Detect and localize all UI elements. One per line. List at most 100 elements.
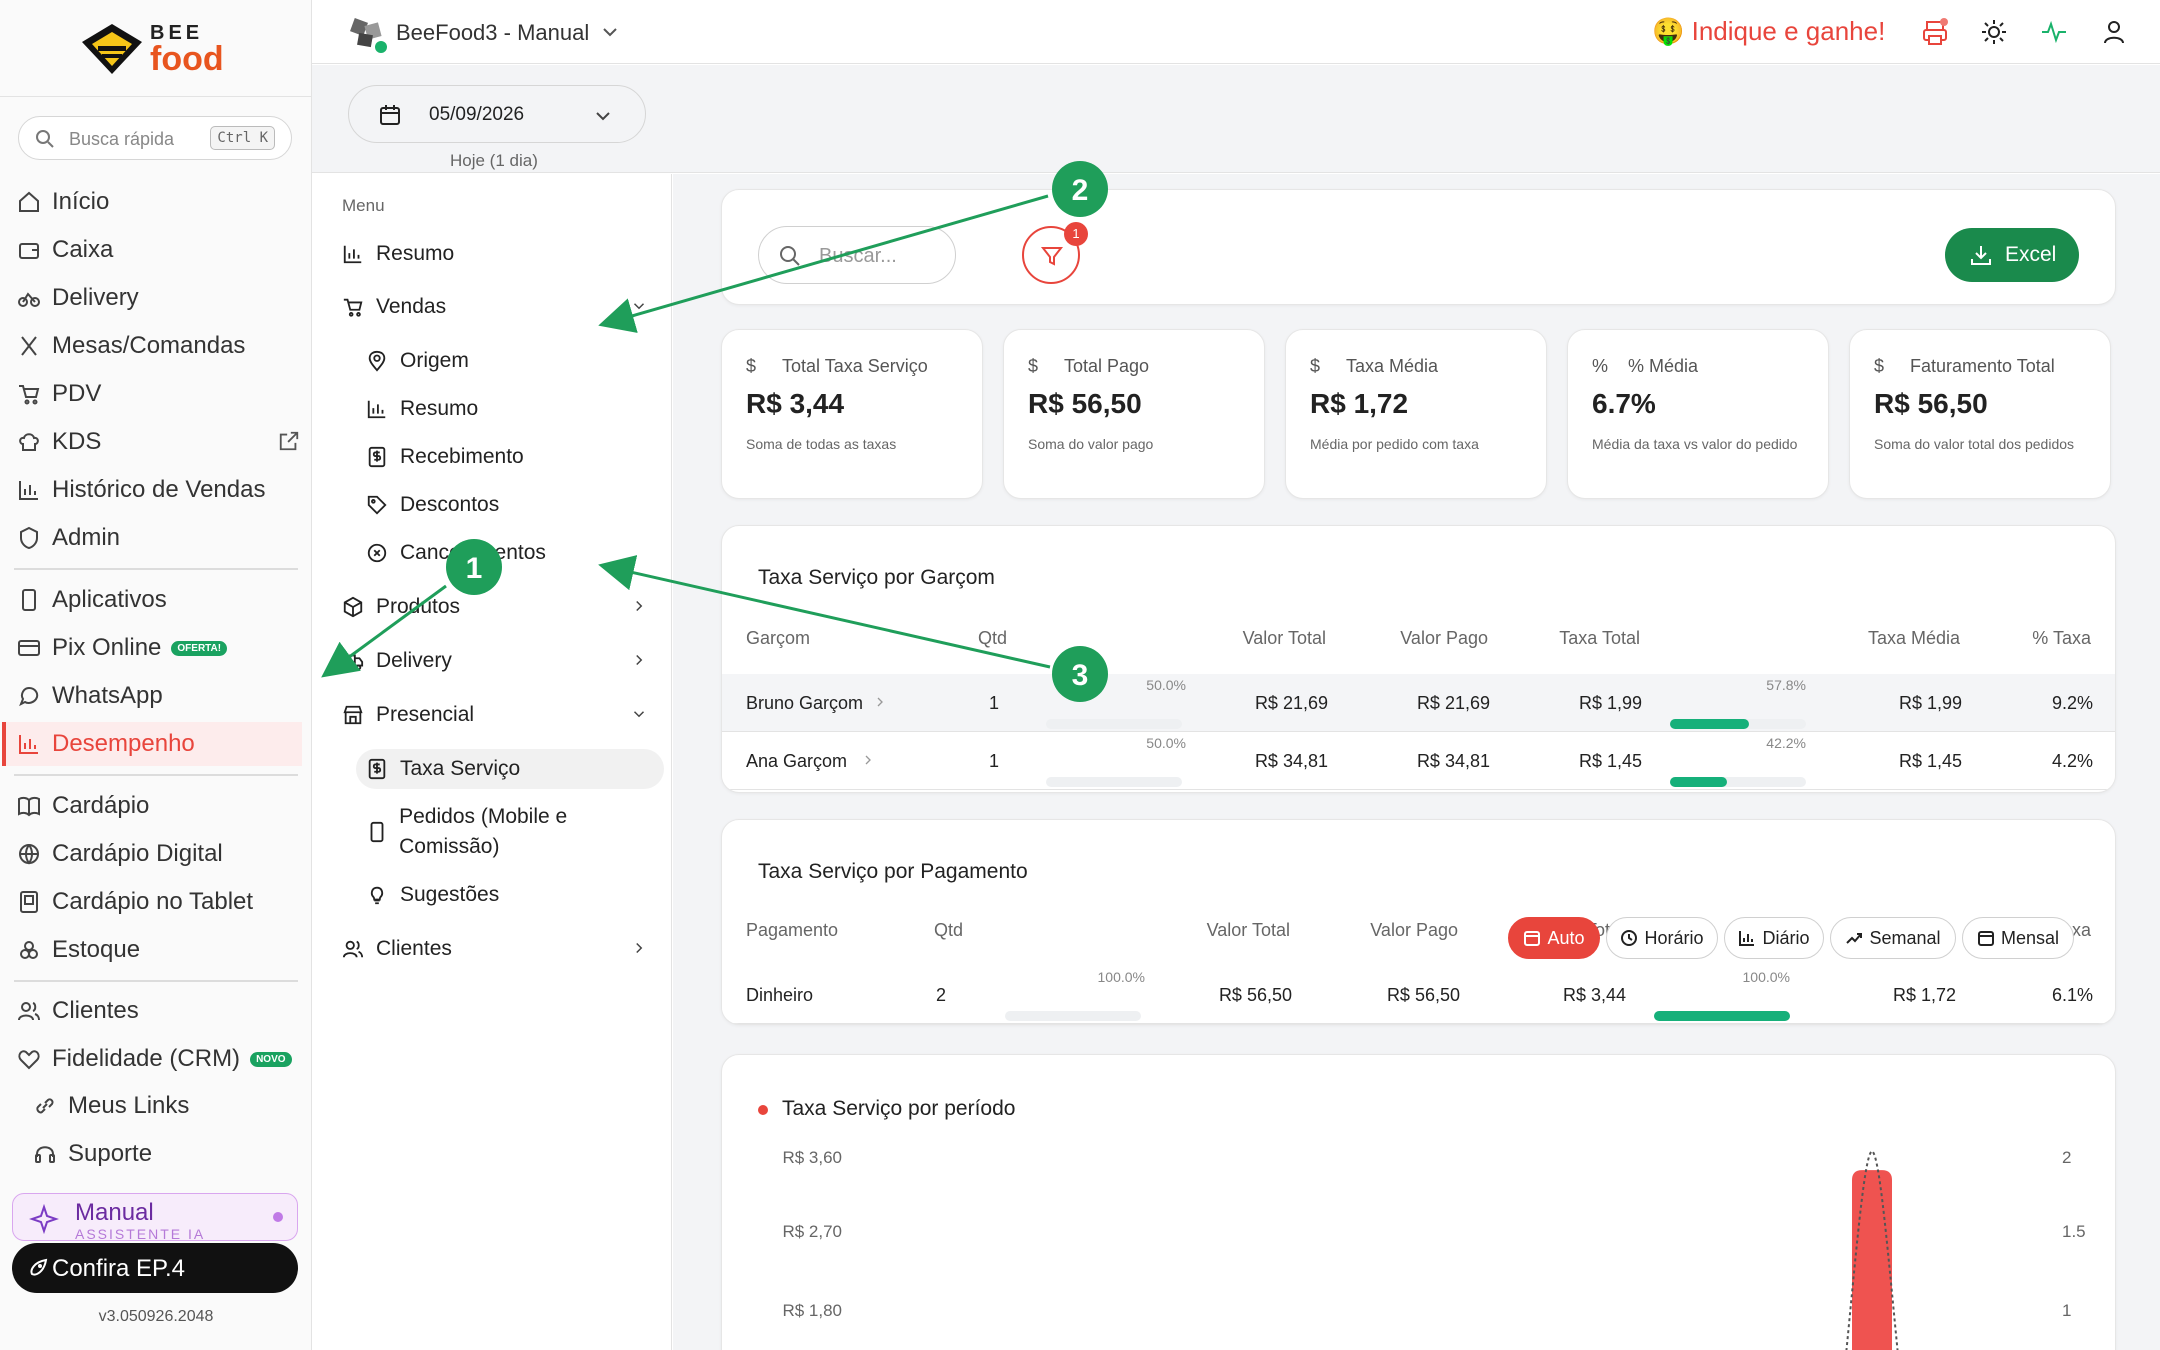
tablet-icon — [20, 891, 38, 913]
referral-link[interactable]: 🤑 Indique e ganhe! — [1652, 16, 1886, 46]
sidebar-item-delivery[interactable]: Delivery — [6, 276, 306, 320]
mode-semanal-button[interactable]: Semanal — [1830, 917, 1956, 959]
sidebar-item-label: Fidelidade (CRM) — [52, 1045, 241, 1072]
theme-toggle[interactable] — [1980, 18, 2008, 46]
column-header[interactable]: Qtd — [978, 628, 1008, 648]
column-header[interactable]: Valor Total — [1206, 920, 1290, 940]
menu-item-vendas[interactable]: Vendas — [340, 287, 660, 327]
menu-item-label: Presencial — [376, 703, 475, 726]
column-header[interactable]: Taxa Média — [1867, 628, 1960, 648]
sidebar-item-estoque[interactable]: Estoque — [6, 928, 306, 972]
table-search-input[interactable]: Buscar... — [758, 226, 956, 284]
chevron-right-icon — [636, 654, 643, 666]
sidebar-item-cardapio[interactable]: Cardápio — [6, 784, 306, 828]
sidebar-item-pdv[interactable]: PDV — [6, 372, 306, 416]
sidebar-item-pix-online[interactable]: Pix Online OFERTA! — [6, 626, 306, 670]
printer-button[interactable] — [1920, 18, 1950, 48]
beefood-logo[interactable]: BEE food — [80, 18, 240, 80]
sidebar-item-label: Estoque — [52, 936, 141, 963]
column-header[interactable]: Garçom — [746, 628, 811, 648]
fee-share-label: 57.8% — [1766, 677, 1806, 693]
y-axis-right-tick: 1.5 — [2062, 1222, 2086, 1241]
date-picker[interactable]: 05/09/2026 — [348, 85, 646, 143]
menu-item-taxa-servico[interactable]: Taxa Serviço — [356, 749, 664, 789]
sidebar-item-aplicativos[interactable]: Aplicativos — [6, 578, 306, 622]
store-avatar[interactable] — [348, 14, 388, 54]
export-excel-button[interactable]: Excel — [1945, 228, 2079, 282]
menu-item-label: Vendas — [376, 295, 447, 318]
sidebar-item-historico-de-vendas[interactable]: Histórico de Vendas — [6, 468, 306, 512]
search-icon — [780, 246, 800, 266]
bar-chart-icon — [19, 735, 38, 754]
menu-item-recebimento[interactable]: Recebimento — [364, 437, 664, 477]
episode-button[interactable]: Confira EP.4 — [12, 1243, 298, 1293]
sidebar-item-suporte[interactable]: Suporte — [22, 1132, 322, 1176]
menu-item-pedidos-mobile-e-comissao[interactable]: Pedidos (Mobile e Comissão) — [364, 802, 664, 862]
store-name[interactable]: BeeFood3 - Manual — [396, 20, 590, 45]
sidebar-item-meus-links[interactable]: Meus Links — [22, 1084, 322, 1128]
sidebar-item-kds[interactable]: KDS — [6, 420, 306, 464]
stat-card-taxa-media: $ Taxa Média R$ 1,72 Média por pedido co… — [1285, 329, 1547, 499]
menu-item-delivery[interactable]: Delivery — [340, 641, 660, 681]
qtd-share-label: 50.0% — [1146, 735, 1186, 751]
search-placeholder: Busca rápida — [69, 129, 175, 149]
column-header[interactable]: Pagamento — [746, 920, 839, 940]
sidebar-item-label: Desempenho — [52, 730, 195, 757]
stat-card-total-taxa-servico: $ Total Taxa Serviço R$ 3,44 Soma de tod… — [721, 329, 983, 499]
menu-item-cancelamentos[interactable]: Cancelamentos — [364, 533, 664, 573]
mode-horario-button[interactable]: Horário — [1606, 917, 1718, 959]
period-bar[interactable] — [1852, 1170, 1892, 1350]
sidebar-item-mesas-comandas[interactable]: Mesas/Comandas — [6, 324, 306, 368]
manual-ai-assistant[interactable]: Manual ASSISTENTE IA — [12, 1193, 298, 1242]
menu-item-descontos[interactable]: Descontos — [364, 485, 664, 525]
menu-item-resumo[interactable]: Resumo — [340, 234, 660, 274]
column-header[interactable]: Taxa Total — [1559, 628, 1640, 648]
filter-button[interactable]: 1 — [1022, 222, 1088, 284]
phone-icon — [22, 589, 36, 611]
mode-auto-button[interactable]: Auto — [1508, 917, 1600, 959]
quick-search-input[interactable]: Busca rápida Ctrl K — [18, 116, 292, 160]
stat-card-faturamento-total: $ Faturamento Total R$ 56,50 Soma do val… — [1849, 329, 2111, 499]
sidebar-item-fidelidade-crm[interactable]: Fidelidade (CRM) NOVO — [6, 1037, 306, 1081]
sidebar-item-label: Cardápio Digital — [52, 840, 223, 867]
menu-item-produtos[interactable]: Produtos — [340, 587, 660, 627]
menu-item-sugestoes[interactable]: Sugestões — [364, 875, 664, 915]
column-header[interactable]: % Taxa — [2032, 628, 2091, 648]
sidebar-item-label: WhatsApp — [52, 682, 163, 709]
mode-diario-button[interactable]: Diário — [1724, 917, 1824, 959]
menu-item-resumo[interactable]: Resumo — [364, 389, 664, 429]
sidebar-item-cardapio-digital[interactable]: Cardápio Digital — [6, 832, 306, 876]
menu-item-clientes[interactable]: Clientes — [340, 929, 660, 969]
column-header[interactable]: Qtd — [934, 920, 964, 940]
chevron-down-icon[interactable] — [602, 26, 618, 38]
mode-mensal-button[interactable]: Mensal — [1962, 917, 2074, 959]
table-row[interactable]: Dinheiro 2 100.0% R$ 56,50 R$ 56,50 R$ 3,44 10… — [722, 966, 2115, 1024]
payment-fee-table: Taxa Serviço por Pagamento Pagamento Qtd V… — [721, 819, 2116, 1025]
sidebar-item-caixa[interactable]: Caixa — [6, 228, 306, 272]
user-menu-button[interactable] — [2100, 18, 2128, 46]
table-row[interactable]: Bruno Garçom 1 50.0% R$ 21,69 R$ 21,69 R$ 1,9… — [722, 674, 2115, 732]
fee-share-bar — [1654, 1011, 1790, 1021]
table-row[interactable]: Ana Garçom 1 50.0% R$ 34,81 R$ 34,81 R$ 1,45 4… — [722, 732, 2115, 790]
stat-card-total-pago: $ Total Pago R$ 56,50 Soma do valor pago — [1003, 329, 1265, 499]
sidebar-item-label: Início — [52, 188, 110, 215]
sidebar-item-whatsapp[interactable]: WhatsApp — [6, 674, 306, 718]
sidebar-item-inicio[interactable]: Início — [6, 180, 306, 224]
column-header[interactable]: Valor Pago — [1400, 628, 1488, 648]
menu-item-origem[interactable]: Origem — [364, 341, 664, 381]
sidebar-item-cardapio-no-tablet[interactable]: Cardápio no Tablet — [6, 880, 306, 924]
menu-heading: Menu — [342, 196, 385, 215]
sidebar-item-clientes[interactable]: Clientes — [6, 989, 306, 1033]
sidebar-item-label: Pix Online — [52, 634, 162, 661]
performance-menu: Menu Resumo Vendas Origem Resumo Recebim… — [312, 174, 672, 1350]
row-qtd: 1 — [989, 693, 1000, 713]
column-header[interactable]: Valor Total — [1242, 628, 1326, 648]
column-header[interactable]: Valor Pago — [1370, 920, 1458, 940]
sidebar-item-desempenho[interactable]: Desempenho — [2, 722, 302, 766]
sidebar-item-admin[interactable]: Admin — [6, 516, 306, 560]
calendar-icon — [1977, 929, 1995, 947]
stat-value: R$ 3,44 — [746, 388, 845, 419]
activity-button[interactable] — [2040, 18, 2068, 46]
menu-item-presencial[interactable]: Presencial — [340, 695, 660, 735]
qtd-share-label: 100.0% — [1097, 969, 1145, 985]
